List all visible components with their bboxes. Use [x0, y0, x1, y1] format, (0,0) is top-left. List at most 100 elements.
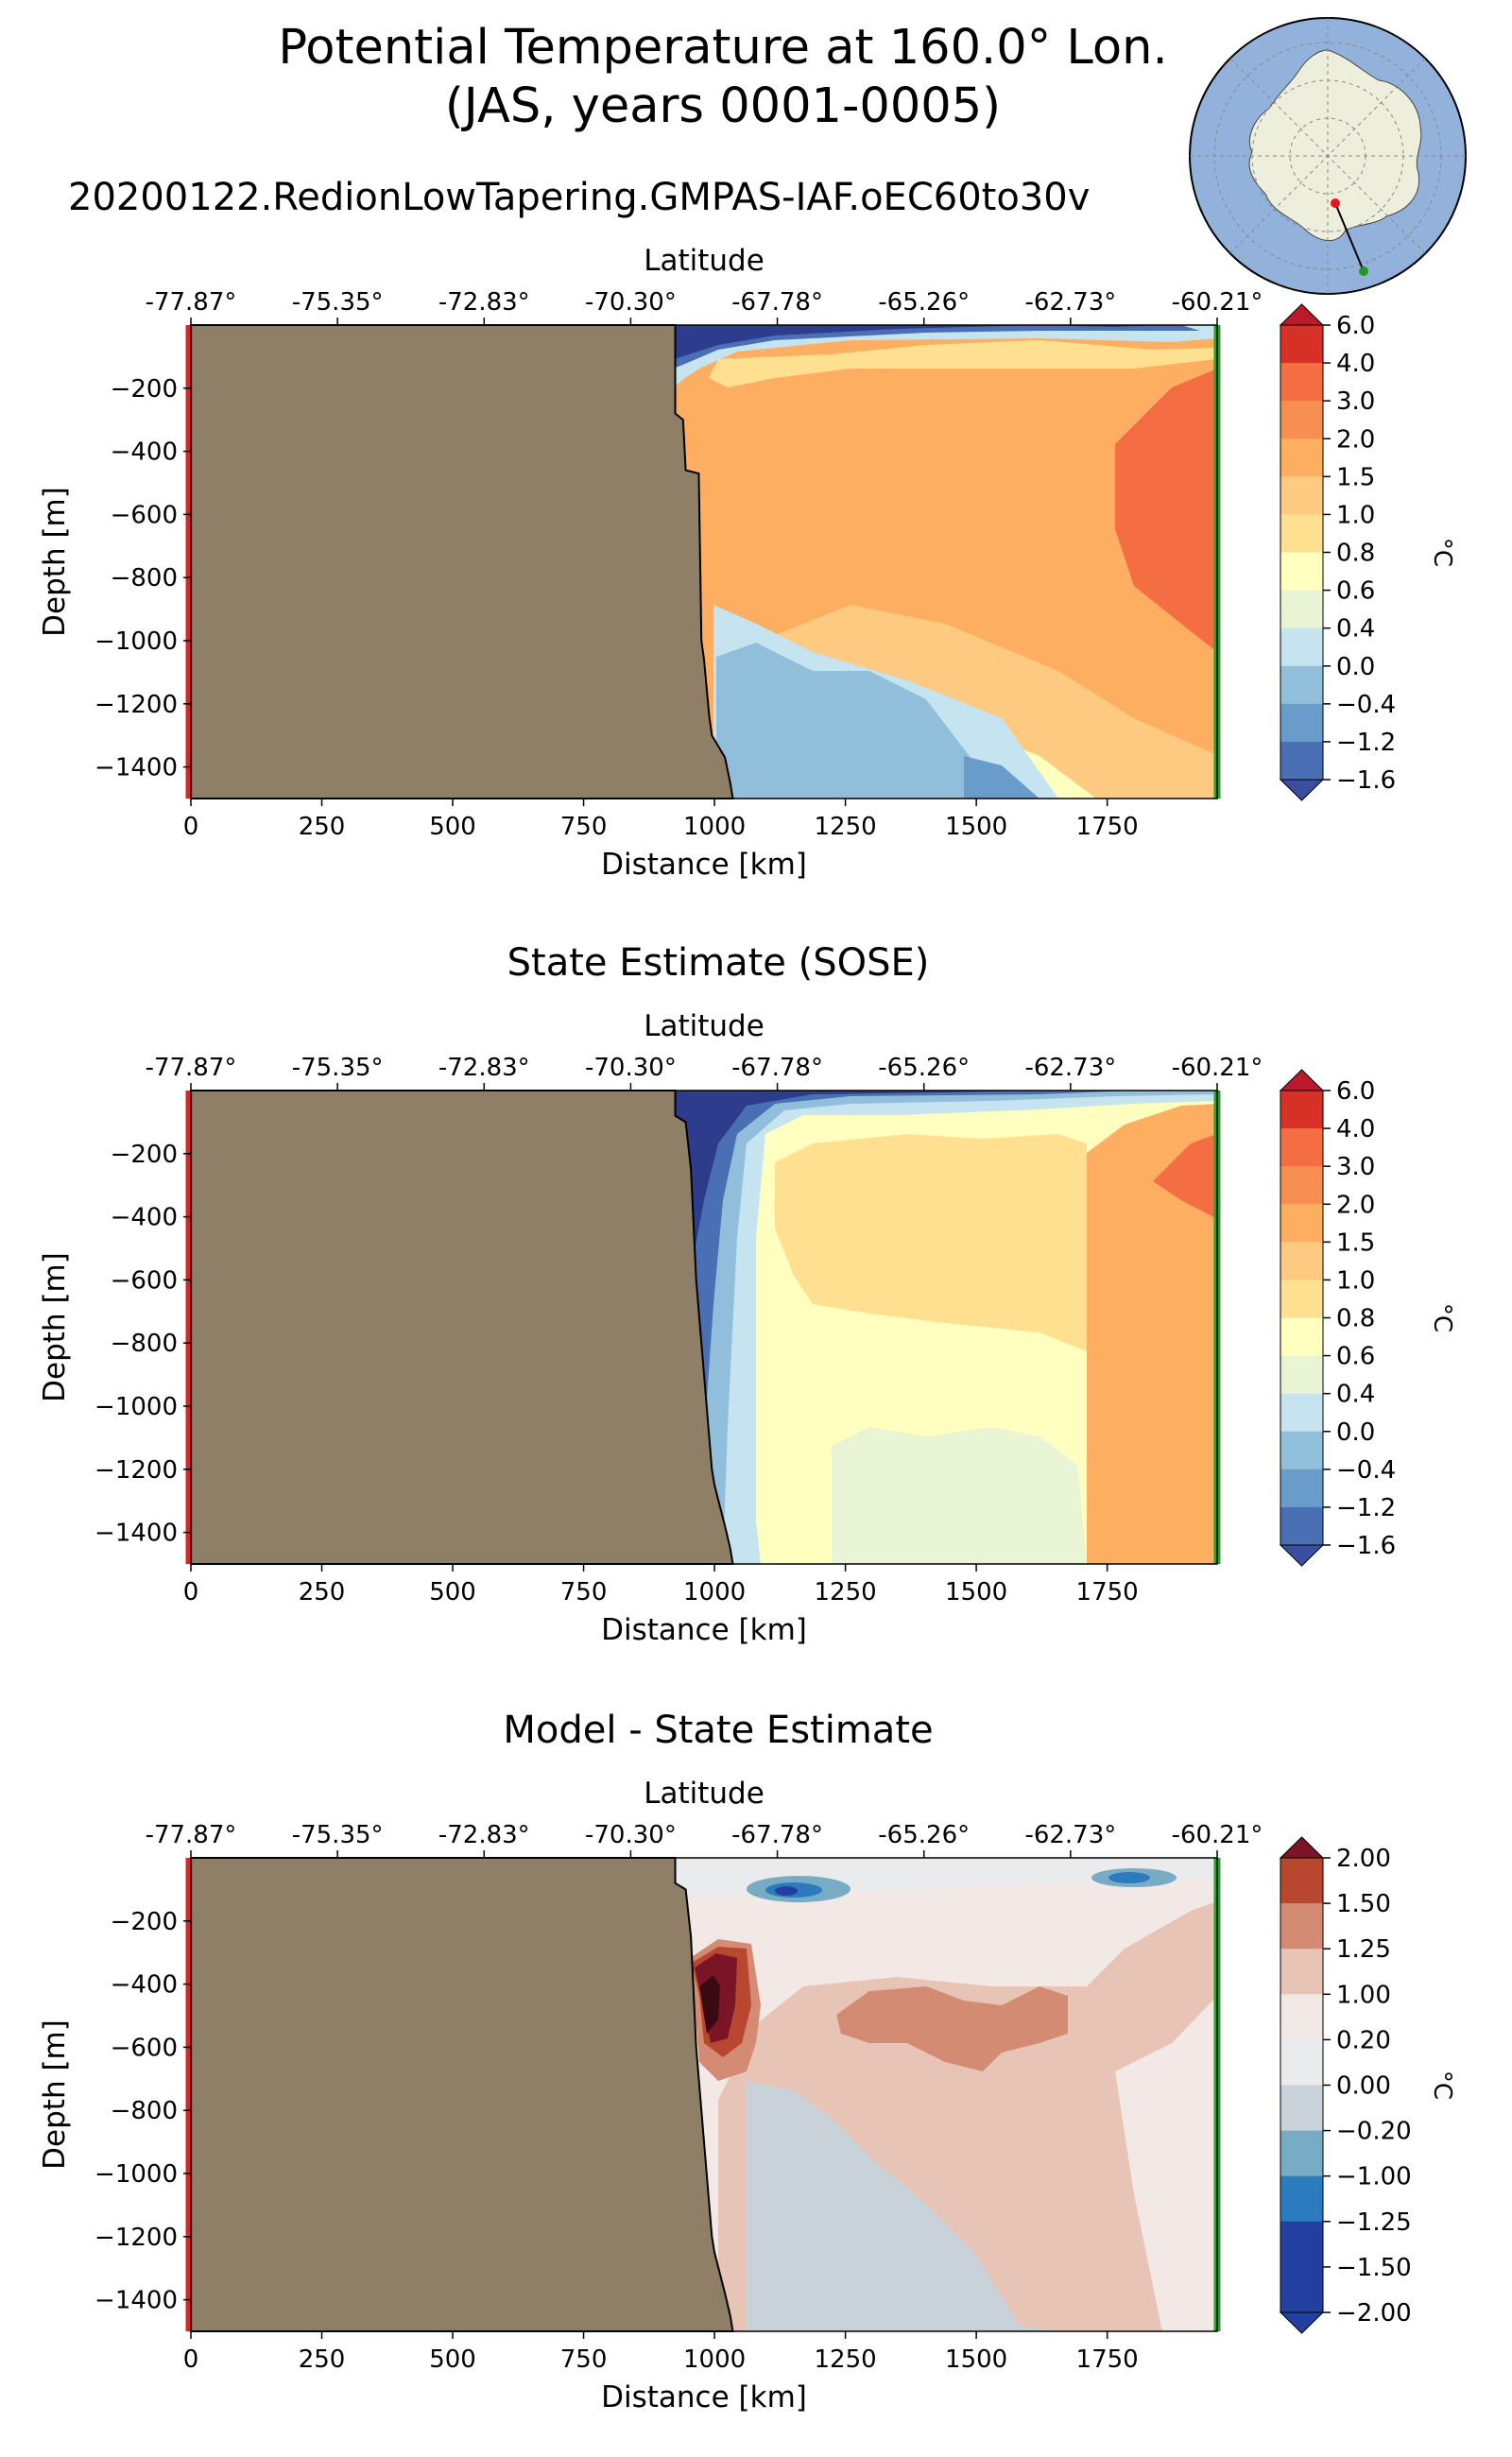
plot-frame: [190, 1857, 1218, 2332]
lat-tick-label: -62.73°: [1024, 1054, 1116, 1082]
lat-tick-label: -75.35°: [292, 288, 384, 317]
colorbar-tick-label: −0.4: [1336, 691, 1396, 719]
y-tick-label: −1000: [94, 1393, 178, 1421]
colorbar-swatch: [1280, 1506, 1323, 1546]
transect-start-marker: [1331, 198, 1340, 208]
colorbar-tick-label: 2.0: [1336, 425, 1375, 454]
colorbar-tick-label: −1.6: [1336, 766, 1396, 795]
colorbar-tick-label: 4.0: [1336, 1115, 1375, 1143]
lat-axis-label: Latitude: [644, 1777, 765, 1811]
colorbar-tick-label: 1.5: [1336, 463, 1375, 491]
y-tick-label: −1400: [94, 2287, 178, 2315]
colorbar-swatch: [1280, 2175, 1323, 2223]
colorbar-extend-top: [1279, 1069, 1325, 1091]
colorbar-tick-label: −1.2: [1336, 1494, 1396, 1522]
y-tick-label: −600: [111, 501, 178, 529]
colorbar-extend-bottom: [1279, 779, 1325, 801]
x-tick-label: 1750: [1076, 813, 1139, 841]
y-tick-label: −1400: [94, 754, 178, 782]
colorbar-swatch: [1280, 476, 1323, 515]
y-tick-label: −1200: [94, 2224, 178, 2252]
colorbar-tick-label: 0.0: [1336, 653, 1375, 681]
x-tick-label: 250: [299, 1578, 346, 1606]
y-tick-label: −1200: [94, 691, 178, 719]
field-region: [775, 1886, 798, 1896]
y-tick-label: −800: [111, 1330, 178, 1358]
colorbar-tick-label: 0.6: [1336, 1343, 1375, 1371]
colorbar: 6.0 4.0 3.0 2.0 1.5 1.0 0.8 0.6 0.4 0.0 −0.4 −1.2 −1…: [1279, 303, 1456, 801]
colorbar-label: °C: [1428, 1303, 1456, 1332]
colorbar-swatch: [1280, 1355, 1323, 1395]
colorbar-swatch: [1280, 363, 1323, 402]
colorbar-swatch: [1280, 1091, 1323, 1129]
x-tick-label: 500: [429, 1578, 476, 1606]
x-tick-label: 250: [299, 813, 346, 841]
colorbar-tick-label: 0.0: [1336, 1418, 1375, 1447]
x-tick-label: 1500: [945, 813, 1007, 841]
field-region: [1115, 1996, 1217, 2331]
colorbar-extend-top: [1279, 303, 1325, 326]
y-tick-label: −400: [111, 438, 178, 467]
colorbar-swatch: [1280, 703, 1323, 743]
field-region: [709, 340, 1217, 387]
x-tick-label: 0: [183, 813, 199, 841]
chart-bias: 0 250 500 750 1000 1250 1500 1750 Distance [km] -…: [38, 1777, 1456, 2414]
colorbar-extend-bottom: [1279, 1544, 1325, 1567]
y-tick-label: −1200: [94, 1456, 178, 1485]
colorbar-tick-label: 0.00: [1336, 2072, 1391, 2101]
colorbar-tick-label: −1.50: [1336, 2254, 1412, 2282]
y-axis-label: Depth [m]: [38, 2019, 72, 2170]
y-tick-label: −400: [111, 1204, 178, 1232]
colorbar-extend-top: [1279, 1836, 1325, 1859]
colorbar-tick-label: 3.0: [1336, 1153, 1375, 1181]
colorbar-swatch: [1280, 665, 1323, 705]
field-layers: [191, 1858, 1217, 2331]
lat-tick-label: -70.30°: [585, 288, 677, 317]
colorbar-tick-label: 1.5: [1336, 1228, 1375, 1257]
lat-tick-label: -67.78°: [731, 1821, 823, 1849]
colorbar-swatch: [1280, 325, 1323, 364]
chart-model: 0 250 500 750 1000 1250 1500 1750 Distance [km] -…: [38, 244, 1456, 882]
x-axis-label: Distance [km]: [601, 1613, 807, 1647]
lat-tick-label: -75.35°: [292, 1821, 384, 1849]
lat-tick-label: -60.21°: [1172, 1054, 1263, 1082]
colorbar-swatch: [1280, 552, 1323, 592]
colorbar-tick-label: 6.0: [1336, 1077, 1375, 1106]
lat-tick-label: -65.26°: [878, 1821, 970, 1849]
colorbar: 6.0 4.0 3.0 2.0 1.5 1.0 0.8 0.6 0.4 0.0 −0.4 −1.2 −1…: [1279, 1069, 1456, 1567]
lat-tick-label: -72.83°: [438, 1054, 530, 1082]
colorbar-tick-label: −0.20: [1336, 2118, 1412, 2146]
colorbar-tick-label: 0.8: [1336, 1305, 1375, 1333]
lat-tick-label: -77.87°: [146, 1054, 237, 1082]
colorbar-swatch: [1280, 1280, 1323, 1318]
lat-tick-label: -72.83°: [438, 288, 530, 317]
land-topography: [190, 1090, 734, 1565]
y-tick-label: −200: [111, 1908, 178, 1936]
plot-frame: [190, 1090, 1218, 1565]
y-tick-label: −600: [111, 1266, 178, 1295]
y-tick-label: −400: [111, 1971, 178, 2000]
y-tick-label: −800: [111, 2097, 178, 2125]
y-tick-label: −800: [111, 564, 178, 593]
x-tick-label: 500: [429, 2345, 476, 2374]
lat-axis-label: Latitude: [644, 244, 765, 278]
x-tick-label: 1000: [683, 813, 746, 841]
colorbar-swatch: [1280, 1166, 1323, 1205]
colorbar-tick-label: 0.4: [1336, 1381, 1375, 1409]
colorbar-tick-label: −1.00: [1336, 2163, 1412, 2191]
lat-tick-label: -72.83°: [438, 1821, 530, 1849]
field-region: [747, 2081, 1068, 2331]
colorbar-tick-label: 1.0: [1336, 501, 1375, 529]
panel-title-sose: State Estimate (SOSE): [507, 941, 930, 985]
lat-tick-label: -65.26°: [878, 288, 970, 317]
lat-tick-label: -67.78°: [731, 1054, 823, 1082]
colorbar-swatch: [1280, 1317, 1323, 1357]
colorbar-tick-label: −0.4: [1336, 1456, 1396, 1485]
chart-sose: 0 250 500 750 1000 1250 1500 1750 Distance [km] -…: [38, 1009, 1456, 1647]
x-tick-label: 1250: [815, 1578, 877, 1606]
land-topography: [190, 1857, 734, 2332]
colorbar-swatch: [1280, 401, 1323, 439]
field-region: [673, 1091, 1040, 1276]
transect-end-marker: [1359, 266, 1368, 276]
x-tick-label: 1500: [945, 2345, 1007, 2374]
